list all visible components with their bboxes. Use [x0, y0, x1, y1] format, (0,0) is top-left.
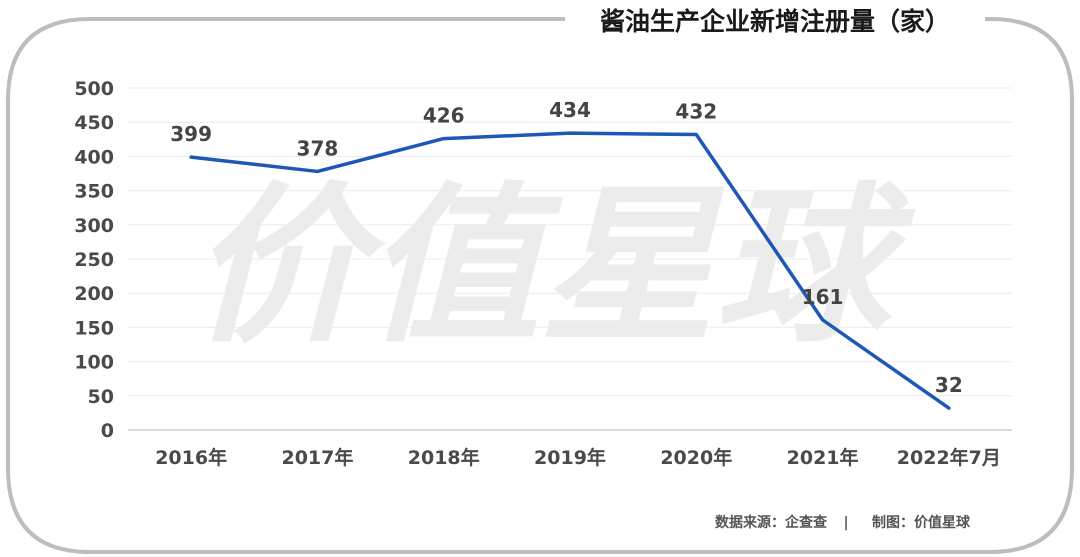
data-label: 378 [297, 136, 339, 160]
x-tick-label: 2016年 [155, 446, 227, 469]
data-label: 426 [423, 104, 465, 128]
y-tick-label: 200 [74, 283, 114, 305]
x-tick-label: 2022年7月 [897, 446, 1001, 469]
chart-frame [6, 17, 1074, 554]
chart-title: 酱油生产企业新增注册量（家） [600, 7, 950, 36]
y-tick-label: 50 [88, 386, 114, 408]
footer-separator: | [843, 515, 848, 531]
x-tick-label: 2020年 [660, 446, 732, 469]
x-tick-label: 2017年 [281, 446, 353, 469]
data-label: 434 [549, 98, 591, 122]
y-tick-label: 100 [74, 352, 114, 374]
data-label: 432 [675, 100, 717, 124]
y-axis-ticks: 0 50 100 150 200 250 300 350 400 450 500 [74, 78, 114, 442]
watermark: 价值星球 [190, 168, 916, 366]
data-label: 32 [935, 373, 963, 397]
x-tick-label: 2018年 [408, 446, 480, 469]
data-label: 399 [170, 122, 212, 146]
y-tick-label: 400 [74, 146, 114, 168]
data-labels: 399 378 426 434 432 161 32 [170, 98, 963, 397]
data-label: 161 [802, 285, 844, 309]
y-tick-label: 0 [101, 420, 114, 442]
y-tick-label: 300 [74, 215, 114, 237]
x-tick-label: 2021年 [787, 446, 859, 469]
y-tick-label: 150 [74, 317, 114, 339]
y-tick-label: 500 [74, 78, 114, 100]
footer-source: 数据来源：企查查 [715, 514, 828, 531]
y-tick-label: 450 [74, 112, 114, 134]
y-tick-label: 350 [74, 181, 114, 203]
y-tick-label: 250 [74, 249, 114, 271]
footer-credit: 制图：价值星球 [872, 514, 971, 531]
x-tick-label: 2019年 [534, 446, 606, 469]
gridlines [128, 87, 1012, 431]
series-line [189, 131, 951, 410]
x-axis-ticks: 2016年 2017年 2018年 2019年 2020年 2021年 2022年7月 [155, 446, 1001, 469]
